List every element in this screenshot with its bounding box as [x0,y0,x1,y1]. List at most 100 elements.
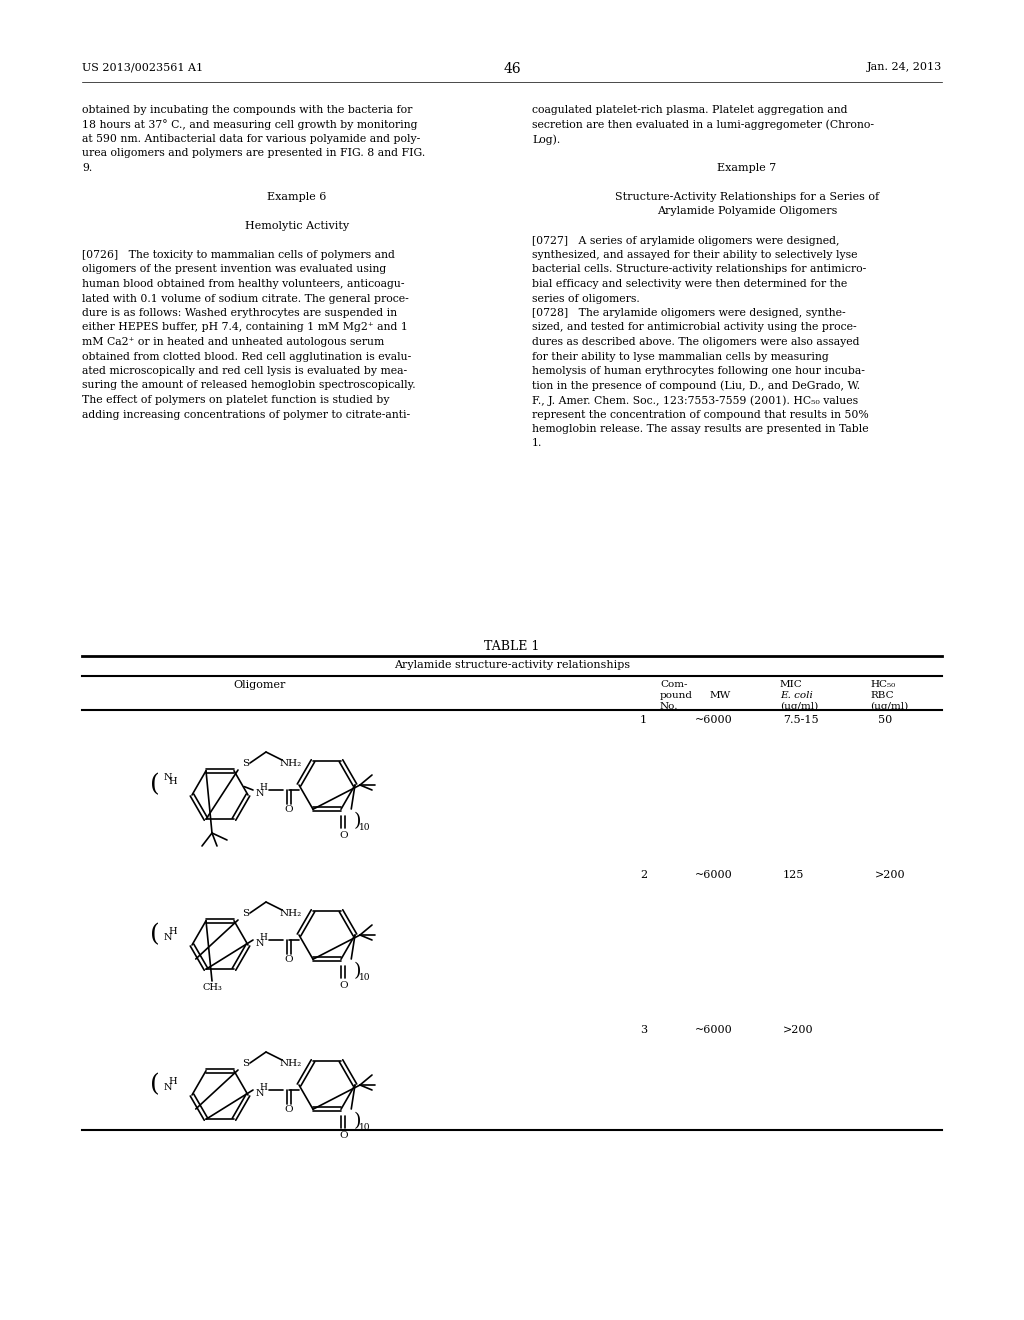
Text: ): ) [353,1111,360,1130]
Text: either HEPES buffer, pH 7.4, containing 1 mM Mg2⁺ and 1: either HEPES buffer, pH 7.4, containing … [82,322,408,333]
Text: 10: 10 [359,1122,371,1131]
Text: Arylamide structure-activity relationships: Arylamide structure-activity relationshi… [394,660,630,671]
Text: 18 hours at 37° C., and measuring cell growth by monitoring: 18 hours at 37° C., and measuring cell g… [82,120,418,131]
Text: The effect of polymers on platelet function is studied by: The effect of polymers on platelet funct… [82,395,389,405]
Text: MW: MW [710,690,731,700]
Text: H: H [169,1077,177,1086]
Text: TABLE 1: TABLE 1 [484,640,540,653]
Text: bial efficacy and selectivity were then determined for the: bial efficacy and selectivity were then … [532,279,847,289]
Text: 50: 50 [878,715,892,725]
Text: 2: 2 [640,870,647,880]
Text: ~6000: ~6000 [695,715,733,725]
Text: Structure-Activity Relationships for a Series of: Structure-Activity Relationships for a S… [615,191,879,202]
Text: (: ( [151,1073,160,1097]
Text: ated microscopically and red cell lysis is evaluated by mea-: ated microscopically and red cell lysis … [82,366,408,376]
Text: (μg/ml): (μg/ml) [780,702,818,711]
Text: 125: 125 [783,870,805,880]
Text: dure is as follows: Washed erythrocytes are suspended in: dure is as follows: Washed erythrocytes … [82,308,397,318]
Text: 3: 3 [640,1026,647,1035]
Text: Example 6: Example 6 [267,191,327,202]
Text: secretion are then evaluated in a lumi-aggregometer (Chrono-: secretion are then evaluated in a lumi-a… [532,120,874,131]
Text: urea oligomers and polymers are presented in FIG. 8 and FIG.: urea oligomers and polymers are presente… [82,149,425,158]
Text: 1: 1 [640,715,647,725]
Text: N: N [164,1084,172,1093]
Text: suring the amount of released hemoglobin spectroscopically.: suring the amount of released hemoglobin… [82,380,416,391]
Text: Log).: Log). [532,135,560,145]
Text: 9.: 9. [82,162,92,173]
Text: H: H [259,932,267,941]
Text: O: O [339,1131,347,1140]
Text: for their ability to lyse mammalian cells by measuring: for their ability to lyse mammalian cell… [532,351,828,362]
Text: hemoglobin release. The assay results are presented in Table: hemoglobin release. The assay results ar… [532,424,868,434]
Text: US 2013/0023561 A1: US 2013/0023561 A1 [82,62,203,73]
Text: N: N [164,933,172,942]
Text: 1.: 1. [532,438,543,449]
Text: H: H [259,783,267,792]
Text: >200: >200 [874,870,905,880]
Text: sized, and tested for antimicrobial activity using the proce-: sized, and tested for antimicrobial acti… [532,322,857,333]
Text: hemolysis of human erythrocytes following one hour incuba-: hemolysis of human erythrocytes followin… [532,366,865,376]
Text: O: O [339,832,347,841]
Text: NH₂: NH₂ [280,908,302,917]
Text: obtained from clotted blood. Red cell agglutination is evalu-: obtained from clotted blood. Red cell ag… [82,351,412,362]
Text: represent the concentration of compound that results in 50%: represent the concentration of compound … [532,409,868,420]
Text: bacterial cells. Structure-activity relationships for antimicro-: bacterial cells. Structure-activity rela… [532,264,866,275]
Text: [0728]   The arylamide oligomers were designed, synthe-: [0728] The arylamide oligomers were desi… [532,308,846,318]
Text: H: H [169,777,177,787]
Text: N: N [256,939,264,948]
Text: MIC: MIC [780,680,803,689]
Text: adding increasing concentrations of polymer to citrate-anti-: adding increasing concentrations of poly… [82,409,411,420]
Text: O: O [285,805,293,814]
Text: H: H [259,1082,267,1092]
Text: dures as described above. The oligomers were also assayed: dures as described above. The oligomers … [532,337,859,347]
Text: lated with 0.1 volume of sodium citrate. The general proce-: lated with 0.1 volume of sodium citrate.… [82,293,409,304]
Text: (: ( [151,924,160,946]
Text: Arylamide Polyamide Oligomers: Arylamide Polyamide Oligomers [656,206,838,216]
Text: pound: pound [660,690,693,700]
Text: human blood obtained from healthy volunteers, anticoagu-: human blood obtained from healthy volunt… [82,279,404,289]
Text: 7.5-15: 7.5-15 [783,715,818,725]
Text: ~6000: ~6000 [695,870,733,880]
Text: (μg/ml): (μg/ml) [870,702,908,711]
Text: ): ) [353,812,360,830]
Text: S: S [243,1059,250,1068]
Text: N: N [256,1089,264,1097]
Text: N: N [164,772,172,781]
Text: RBC: RBC [870,690,894,700]
Text: obtained by incubating the compounds with the bacteria for: obtained by incubating the compounds wit… [82,106,413,115]
Text: O: O [285,1106,293,1114]
Text: mM Ca2⁺ or in heated and unheated autologous serum: mM Ca2⁺ or in heated and unheated autolo… [82,337,384,347]
Text: H: H [169,928,177,936]
Text: NH₂: NH₂ [280,1059,302,1068]
Text: [0726]   The toxicity to mammalian cells of polymers and: [0726] The toxicity to mammalian cells o… [82,249,395,260]
Text: S: S [243,908,250,917]
Text: synthesized, and assayed for their ability to selectively lyse: synthesized, and assayed for their abili… [532,249,857,260]
Text: (: ( [151,774,160,796]
Text: E. coli: E. coli [780,690,813,700]
Text: O: O [339,982,347,990]
Text: Oligomer: Oligomer [233,680,286,690]
Text: tion in the presence of compound (Liu, D., and DeGrado, W.: tion in the presence of compound (Liu, D… [532,380,860,391]
Text: N: N [256,788,264,797]
Text: 46: 46 [503,62,521,77]
Text: coagulated platelet-rich plasma. Platelet aggregation and: coagulated platelet-rich plasma. Platele… [532,106,848,115]
Text: Example 7: Example 7 [718,162,776,173]
Text: Jan. 24, 2013: Jan. 24, 2013 [866,62,942,73]
Text: Com-: Com- [660,680,687,689]
Text: Hemolytic Activity: Hemolytic Activity [245,220,349,231]
Text: oligomers of the present invention was evaluated using: oligomers of the present invention was e… [82,264,386,275]
Text: >200: >200 [783,1026,814,1035]
Text: ~6000: ~6000 [695,1026,733,1035]
Text: at 590 nm. Antibacterial data for various polyamide and poly-: at 590 nm. Antibacterial data for variou… [82,135,420,144]
Text: No.: No. [660,702,679,711]
Text: series of oligomers.: series of oligomers. [532,293,640,304]
Text: HC₅₀: HC₅₀ [870,680,895,689]
Text: [0727]   A series of arylamide oligomers were designed,: [0727] A series of arylamide oligomers w… [532,235,840,246]
Text: NH₂: NH₂ [280,759,302,767]
Text: ): ) [353,962,360,979]
Text: S: S [243,759,250,767]
Text: F., J. Amer. Chem. Soc., 123:7553-7559 (2001). HC₅₀ values: F., J. Amer. Chem. Soc., 123:7553-7559 (… [532,395,858,405]
Text: CH₃: CH₃ [202,983,222,993]
Text: 10: 10 [359,822,371,832]
Text: 10: 10 [359,973,371,982]
